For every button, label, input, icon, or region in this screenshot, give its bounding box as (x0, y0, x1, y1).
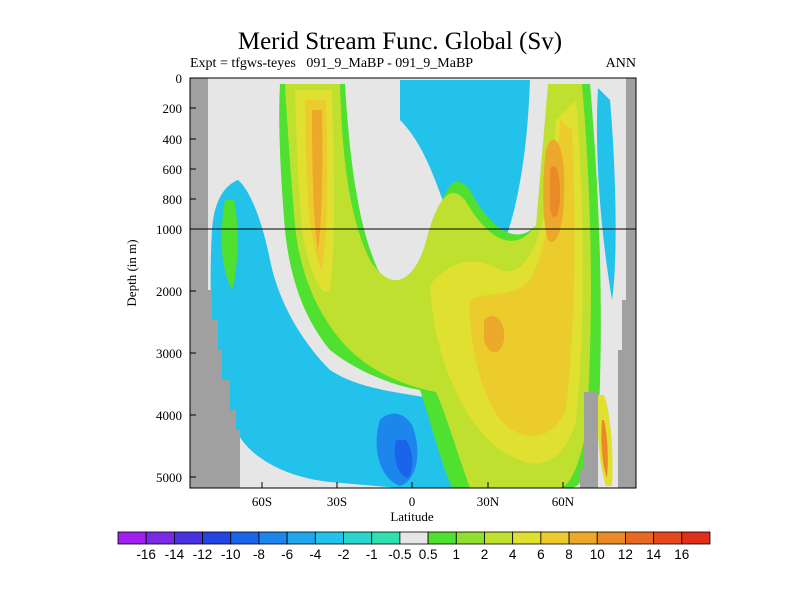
contour-antarctic-positive (221, 200, 238, 290)
colorbar-swatch (399, 531, 429, 545)
y-tick-800: 800 (163, 192, 196, 207)
bathymetry-mask-north (618, 78, 636, 488)
colorbar-label: -0.5 (388, 547, 411, 562)
colorbar-label: 10 (590, 547, 605, 562)
x-axis-title: Latitude (390, 509, 434, 524)
y-tick-label-400: 400 (163, 132, 183, 147)
bathymetry-mask-arctic-ridge (580, 392, 598, 488)
x-axis-ticks: 60S 30S 0 30N 60N (252, 482, 575, 509)
colorbar-swatch (258, 531, 288, 545)
chart-title: Merid Stream Func. Global (Sv) (237, 28, 563, 55)
colorbar-label: -8 (253, 547, 265, 562)
colorbar-label: 0.5 (419, 547, 438, 562)
y-tick-label-600: 600 (163, 162, 183, 177)
colorbar-swatch (427, 531, 457, 545)
y-tick-2000: 2000 (156, 284, 196, 299)
colorbar-swatch (230, 531, 260, 545)
season-label: ANN (605, 56, 636, 71)
y-tick-label-800: 800 (163, 192, 183, 207)
colorbar-label: 4 (509, 547, 517, 562)
plot-area (190, 78, 636, 488)
y-tick-label-3000: 3000 (156, 346, 182, 361)
colorbar-swatch (343, 531, 373, 545)
colorbar-label: -1 (366, 547, 378, 562)
y-tick-label-4000: 4000 (156, 408, 182, 423)
colorbar-label: 16 (674, 547, 689, 562)
y-tick-label-2000: 2000 (156, 284, 182, 299)
colorbar-swatch (568, 531, 598, 545)
y-tick-1000: 1000 (156, 222, 196, 237)
x-tick-label-30s: 30S (327, 494, 347, 509)
colorbar-label: -2 (338, 547, 350, 562)
y-tick-5000: 5000 (156, 470, 196, 485)
colorbar-swatch (653, 531, 683, 545)
contour-arctic-positive-core (601, 420, 608, 478)
x-tick-30s: 30S (327, 482, 347, 509)
colorbar-swatch (202, 531, 232, 545)
colorbar: -16 -14 -12 -10 -8 -6 -4 -2 -1 -0.5 0.5 1 2 4 6 8 10 12 14… (117, 531, 711, 562)
colorbar-label: 1 (453, 547, 461, 562)
contour-positive-6-central (469, 120, 575, 436)
bathymetry-mask-south (190, 78, 240, 488)
y-tick-200: 200 (163, 101, 196, 116)
y-tick-label-200: 200 (163, 101, 183, 116)
colorbar-label: 12 (618, 547, 633, 562)
colorbar-swatch (596, 531, 626, 545)
colorbar-swatch (484, 531, 514, 545)
colorbar-label: 14 (646, 547, 662, 562)
contour-positive-10-deep (484, 316, 505, 353)
colorbar-swatch (512, 531, 542, 545)
colorbar-label: 8 (565, 547, 573, 562)
colorbar-label: -4 (309, 547, 321, 562)
x-tick-label-60n: 60N (552, 494, 575, 509)
colorbar-label: -6 (281, 547, 293, 562)
colorbar-label: 2 (481, 547, 489, 562)
colorbar-swatch (625, 531, 655, 545)
y-axis-ticks: 0 200 400 600 800 1000 2000 3000 4000 50… (156, 71, 196, 485)
contour-southern-ocean-negative (210, 180, 470, 488)
x-tick-30n: 30N (477, 482, 500, 509)
y-tick-4000: 4000 (156, 408, 196, 423)
colorbar-swatch (173, 531, 203, 545)
colorbar-label: -12 (193, 547, 213, 562)
y-tick-label-1000: 1000 (156, 222, 182, 237)
colorbar-swatch (145, 531, 175, 545)
experiment-label: Expt = tfgws-teyes 091_9_MaBP - 091_9_Ma… (190, 56, 474, 71)
colorbar-label: 6 (537, 547, 545, 562)
y-tick-400: 400 (163, 132, 196, 147)
contour-arctic-negative (596, 88, 616, 300)
plot-frame (189, 77, 637, 489)
colorbar-swatch (681, 531, 711, 545)
y-tick-0: 0 (176, 71, 196, 86)
contour-deep-equatorial-core (394, 440, 413, 478)
y-tick-label-0: 0 (176, 71, 183, 86)
colorbar-label: -16 (136, 547, 156, 562)
colorbar-swatch (455, 531, 485, 545)
x-tick-label-60s: 60S (252, 494, 272, 509)
colorbar-swatch (540, 531, 570, 545)
colorbar-swatch (371, 531, 401, 545)
x-tick-0: 0 (409, 482, 416, 509)
x-tick-label-0: 0 (409, 494, 416, 509)
colorbar-label: -14 (165, 547, 185, 562)
x-tick-60n: 60N (552, 482, 575, 509)
colorbar-swatch (314, 531, 344, 545)
colorbar-swatch (117, 531, 147, 545)
y-tick-3000: 3000 (156, 346, 196, 361)
y-tick-label-5000: 5000 (156, 470, 182, 485)
contour-positive-8 (312, 110, 323, 250)
colorbar-label: -10 (221, 547, 241, 562)
y-axis-title: Depth (in m) (124, 239, 139, 306)
x-tick-60s: 60S (252, 482, 272, 509)
contour-positive-10-nh (550, 166, 560, 218)
x-tick-label-30n: 30N (477, 494, 500, 509)
y-tick-600: 600 (163, 162, 196, 177)
contour-north-negative (400, 80, 530, 247)
colorbar-swatch (286, 531, 316, 545)
